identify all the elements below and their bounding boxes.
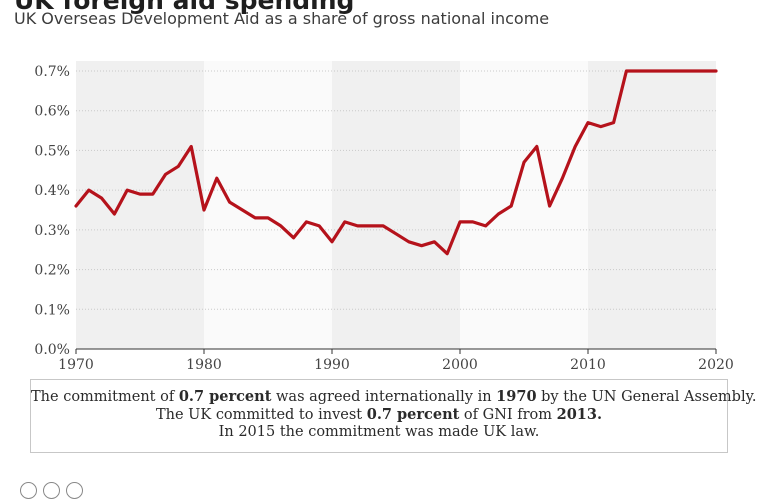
note-text: The commitment of [31,389,179,405]
data-point [215,177,218,180]
data-point [113,212,116,215]
chart-subtitle: UK Overseas Development Aid as a share o… [14,9,550,28]
note-text: of GNI from [459,407,557,423]
data-point [151,193,154,196]
data-point [407,240,410,243]
data-point [535,145,538,148]
data-point [574,145,577,148]
data-point [164,173,167,176]
data-point [318,224,321,227]
x-tick-label: 1970 [58,357,94,373]
x-tick-label: 1990 [314,357,350,373]
data-point [382,224,385,227]
note-line-3: In 2015 the commitment was made UK law. [218,424,540,440]
note-bold-percent: 0.7 percent [178,388,272,405]
chart-title: UK foreign aid spending [14,0,355,15]
y-tick-label: 0.6% [34,104,70,120]
x-tick-label: 1980 [186,357,222,373]
data-point [510,205,513,208]
data-point [702,70,705,73]
y-tick-label: 0.2% [34,263,70,279]
by-icon [43,482,60,499]
data-point [267,216,270,219]
data-point [139,193,142,196]
data-point [599,125,602,128]
data-point [279,224,282,227]
note-text: The UK committed to invest [155,407,367,423]
data-point [343,220,346,223]
x-tick-label: 2000 [442,357,478,373]
data-point [75,205,78,208]
data-point [663,70,666,73]
note-text: by the UN General Assembly. [536,389,757,405]
y-tick-label: 0.5% [34,143,70,159]
data-point [433,240,436,243]
data-point [331,240,334,243]
note-bold-percent: 0.7 percent [366,406,460,423]
data-point [87,189,90,192]
oda-gni-line [74,69,718,256]
data-point [612,121,615,124]
data-point [471,220,474,223]
data-point [561,177,564,180]
data-point [395,232,398,235]
data-point [484,224,487,227]
data-point [254,216,257,219]
y-tick-label: 0.0% [34,342,70,358]
note-line-1: The commitment of 0.7 percent was agreed… [31,388,756,406]
data-point [228,201,231,204]
data-point [689,70,692,73]
note-bold-year: 2013. [556,406,603,423]
data-point [625,70,628,73]
data-point [292,236,295,239]
data-point [523,161,526,164]
x-tick-label: 2020 [698,357,734,373]
data-point [420,244,423,247]
y-tick-label: 0.1% [34,302,70,318]
note-text: was agreed internationally in [271,389,497,405]
decade-band [332,61,460,349]
line-chart: 0.0% 0.1% 0.2% 0.3% 0.4% 0.5% 0.6% 0.7% 1970 1980… [34,61,734,373]
data-point [369,224,372,227]
license-icons [20,482,89,503]
data-point [100,197,103,200]
data-point [203,209,206,212]
data-point [241,209,244,212]
equal-icon [66,482,83,499]
data-point [676,70,679,73]
note-line-2: The UK committed to invest 0.7 percent o… [31,406,727,424]
data-point [497,212,500,215]
data-point [126,189,129,192]
y-tick-label: 0.4% [34,183,70,199]
note-bold-year: 1970 [496,388,537,405]
data-point [305,220,308,223]
data-point [651,70,654,73]
data-point [587,121,590,124]
data-point [446,252,449,255]
cc-icon [20,482,37,499]
y-tick-label: 0.7% [34,64,70,80]
commitment-note: The commitment of 0.7 percent was agreed… [30,379,756,453]
data-point [177,165,180,168]
x-tick-label: 2010 [570,357,606,373]
y-tick-label: 0.3% [34,223,70,239]
data-point [459,220,462,223]
data-point [190,145,193,148]
data-point [548,205,551,208]
data-point [356,224,359,227]
decade-band [588,61,716,349]
data-point [715,70,718,73]
decade-band [76,61,204,349]
data-point [638,70,641,73]
